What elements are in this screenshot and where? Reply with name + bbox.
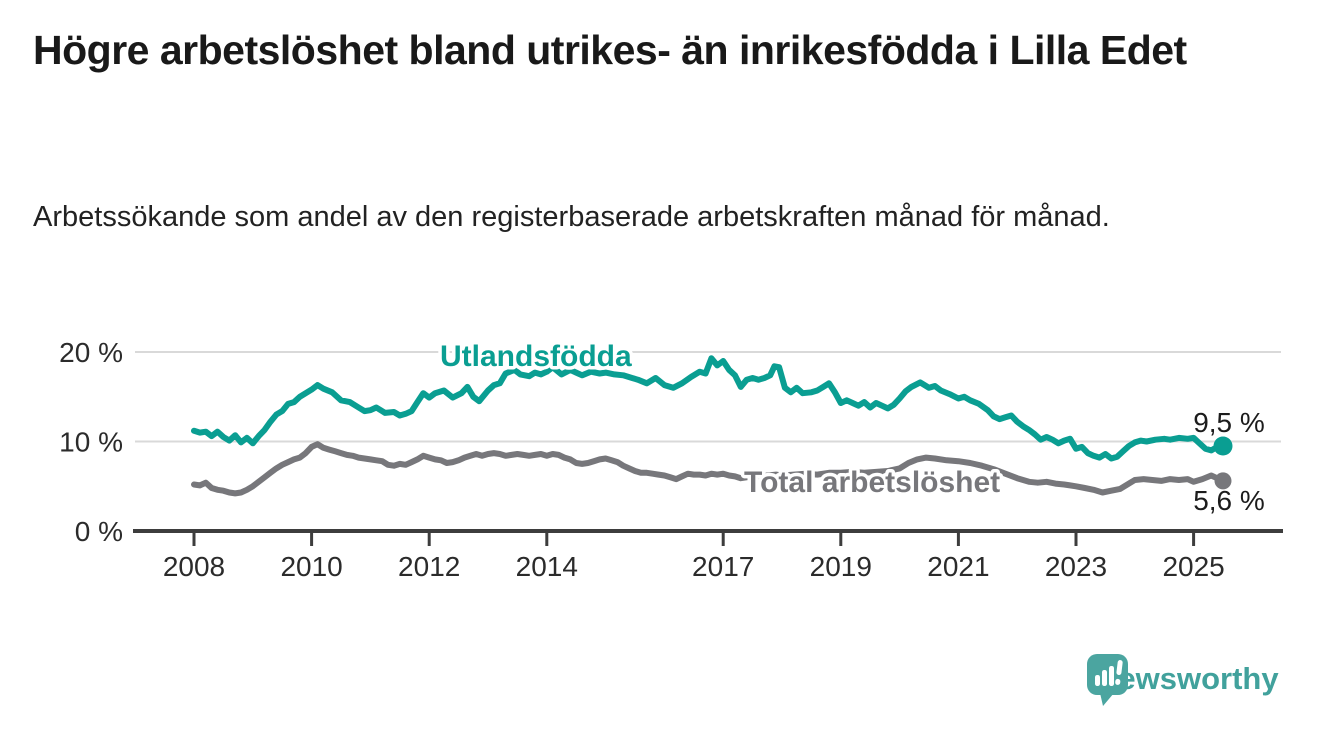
series-end-value-label: 9,5 % <box>1193 407 1265 438</box>
x-tick-label: 2025 <box>1162 551 1224 582</box>
y-tick-label: 10 % <box>59 427 123 458</box>
series-label-total: Total arbetslöshet <box>744 466 1000 499</box>
page-subtitle: Arbetssökande som andel av den registerb… <box>33 201 1110 233</box>
series-label-utlandsfodda: Utlandsfödda <box>440 340 632 373</box>
series-end-dot-utlandsfodda <box>1213 436 1233 456</box>
series-line-total <box>191 441 1226 497</box>
series-end-value-label: 5,6 % <box>1193 485 1265 516</box>
x-tick-label: 2021 <box>927 551 989 582</box>
x-tick-label: 2012 <box>398 551 460 582</box>
y-tick-label: 0 % <box>75 516 123 547</box>
newsworthy-logo-icon <box>1087 654 1128 706</box>
x-tick-label: 2017 <box>692 551 754 582</box>
page-title: Högre arbetslöshet bland utrikes- än inr… <box>33 27 1187 73</box>
x-tick-label: 2014 <box>516 551 578 582</box>
x-tick-label: 2008 <box>163 551 225 582</box>
x-tick-label: 2019 <box>810 551 872 582</box>
series-line-utlandsfodda <box>191 355 1226 462</box>
newsworthy-brand: Newsworthy <box>1086 652 1279 710</box>
x-tick-label: 2010 <box>280 551 342 582</box>
y-tick-label: 20 % <box>59 337 123 368</box>
series-end-dot-total <box>1214 472 1232 490</box>
x-tick-label: 2023 <box>1045 551 1107 582</box>
